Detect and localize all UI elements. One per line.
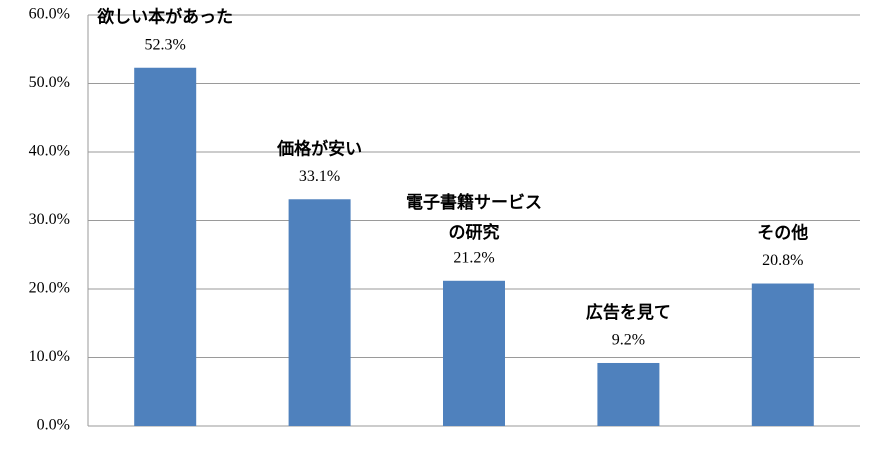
y-tick-label: 40.0% <box>29 143 70 160</box>
value-label: 9.2% <box>612 332 645 349</box>
bar <box>597 362 660 426</box>
category-label: 電子書籍サービスの研究 <box>406 192 542 243</box>
category-label: 広告を見て <box>586 302 671 323</box>
y-tick-label: 50.0% <box>29 74 70 91</box>
y-tick-label: 20.0% <box>29 280 70 297</box>
y-tick-label: 0.0% <box>37 417 70 434</box>
value-label: 20.8% <box>762 252 803 269</box>
value-label: 52.3% <box>145 36 186 53</box>
bar <box>288 199 351 426</box>
category-label: 価格が安い <box>276 138 362 159</box>
value-label: 21.2% <box>453 249 494 266</box>
value-label: 33.1% <box>299 168 340 185</box>
y-tick-label: 30.0% <box>29 211 70 228</box>
y-tick-label: 10.0% <box>29 348 70 365</box>
y-tick-label: 60.0% <box>29 6 70 23</box>
bar <box>443 280 505 426</box>
category-label: その他 <box>757 223 808 244</box>
bar <box>134 67 197 427</box>
category-label: 欲しい本があった <box>96 7 233 28</box>
bar <box>751 283 814 426</box>
